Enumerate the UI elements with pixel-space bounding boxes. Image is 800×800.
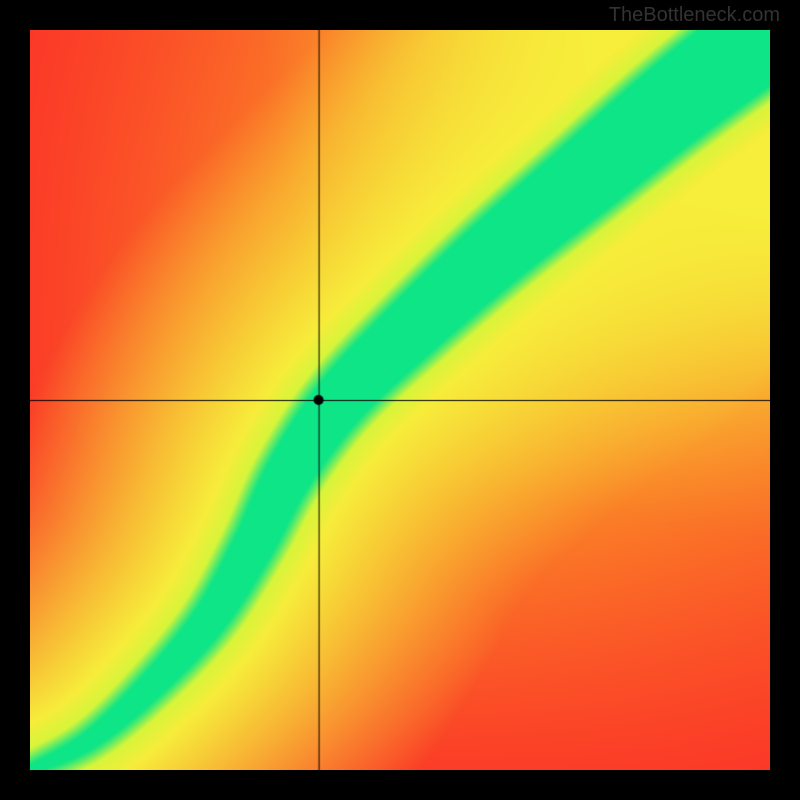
plot-area bbox=[30, 30, 770, 770]
watermark-text: TheBottleneck.com bbox=[609, 4, 780, 27]
heatmap-canvas bbox=[30, 30, 770, 770]
chart-container: TheBottleneck.com bbox=[0, 0, 800, 800]
